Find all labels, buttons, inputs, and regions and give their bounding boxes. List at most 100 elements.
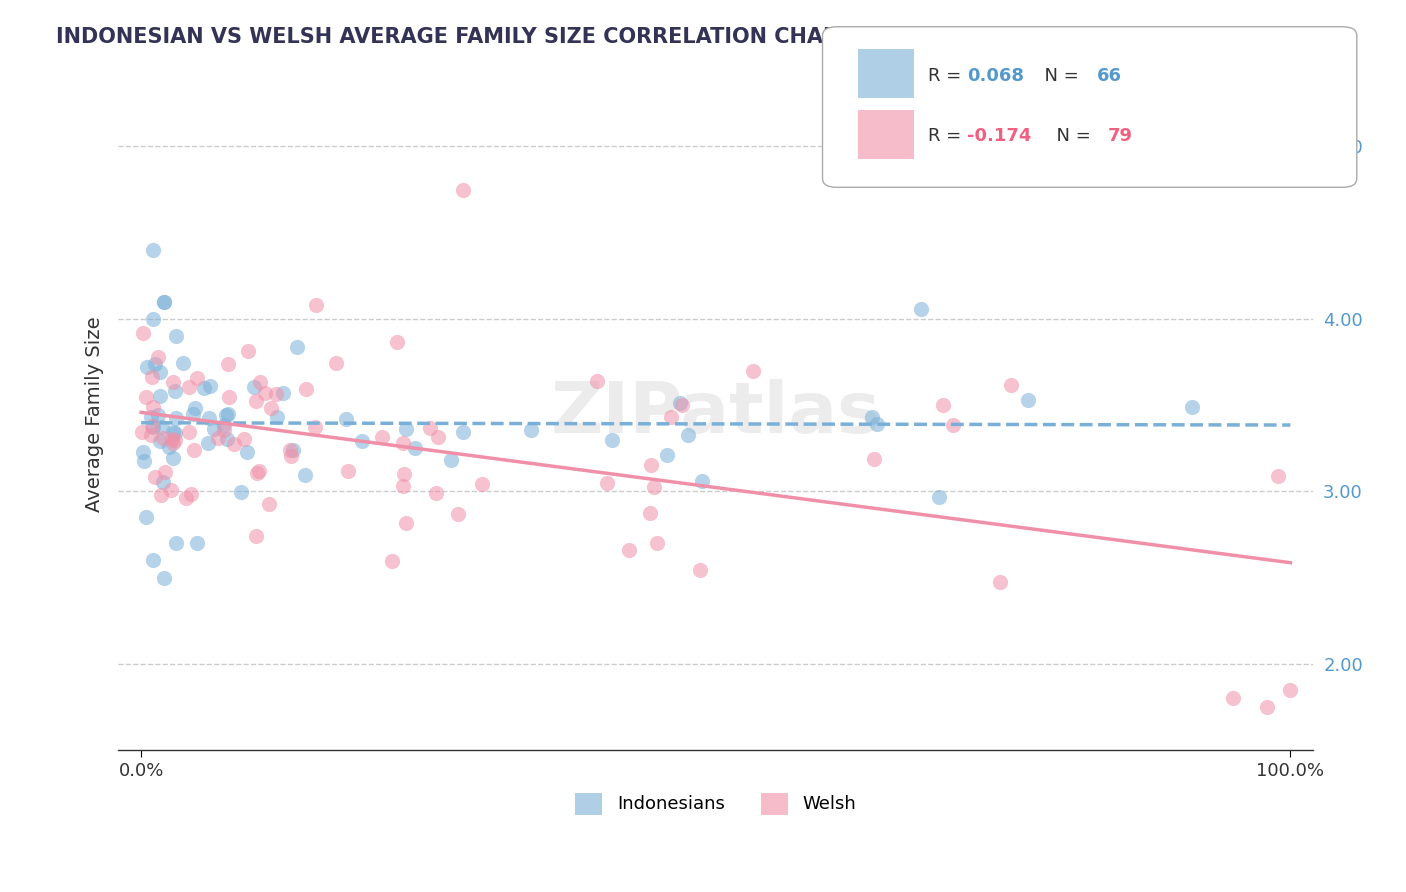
Point (643, 479, 665, 493)
Point (149, 434, 172, 448)
Point (197, 435, 219, 450)
Point (238, 344, 260, 359)
Point (932, 398, 955, 412)
Point (741, 364, 763, 378)
Point (447, 507, 470, 521)
Point (152, 475, 174, 490)
Point (218, 390, 240, 404)
Point (1222, 691, 1244, 706)
Point (149, 365, 172, 379)
Point (245, 529, 267, 543)
Point (172, 356, 194, 370)
Point (471, 477, 494, 491)
Point (142, 312, 165, 326)
Point (162, 425, 184, 439)
Point (143, 358, 166, 372)
Point (295, 382, 318, 396)
Point (162, 432, 184, 446)
Point (193, 381, 215, 395)
Point (392, 467, 415, 481)
Point (149, 388, 172, 402)
Point (1256, 700, 1278, 714)
Point (669, 395, 692, 409)
Point (304, 420, 326, 434)
Point (254, 386, 277, 401)
Point (136, 360, 159, 375)
Point (259, 498, 281, 512)
Point (602, 433, 624, 447)
Point (395, 422, 418, 436)
Text: ZIPatlas: ZIPatlas (551, 379, 882, 449)
Point (135, 390, 157, 404)
Point (165, 329, 187, 343)
Point (1267, 469, 1289, 483)
Point (860, 410, 883, 425)
Point (134, 454, 156, 468)
Point (229, 485, 252, 500)
Point (671, 398, 693, 412)
Text: N =: N = (1033, 67, 1085, 85)
Point (232, 433, 254, 447)
Point (425, 486, 447, 500)
Point (280, 449, 302, 463)
Point (131, 425, 153, 439)
Point (440, 452, 463, 467)
Point (159, 483, 181, 497)
Point (371, 430, 394, 444)
Point (350, 434, 373, 448)
Point (153, 294, 176, 309)
Point (224, 437, 246, 451)
Point (862, 451, 884, 466)
Point (179, 380, 201, 394)
Point (186, 371, 208, 385)
Point (419, 421, 441, 435)
Point (264, 387, 287, 401)
Point (217, 357, 239, 371)
Point (278, 442, 301, 457)
Point (249, 375, 271, 389)
Point (150, 487, 173, 501)
Point (661, 410, 683, 425)
Point (645, 536, 668, 550)
Point (391, 435, 413, 450)
Point (153, 294, 176, 309)
Point (596, 476, 619, 491)
Point (586, 374, 609, 388)
Point (174, 491, 197, 505)
Point (141, 428, 163, 442)
Point (325, 356, 347, 370)
Point (245, 466, 267, 480)
Point (152, 431, 174, 445)
Point (217, 432, 239, 446)
Point (143, 470, 166, 484)
Point (163, 426, 186, 441)
Point (150, 420, 173, 434)
Point (391, 478, 413, 492)
Point (451, 182, 474, 196)
Point (243, 379, 266, 393)
Point (381, 554, 404, 568)
Point (148, 409, 170, 423)
Point (162, 375, 184, 389)
Point (337, 464, 360, 478)
Point (135, 509, 157, 524)
Point (139, 409, 162, 424)
Point (657, 448, 679, 462)
Point (676, 427, 699, 442)
Point (202, 422, 225, 436)
Point (162, 451, 184, 466)
Point (181, 408, 204, 422)
Text: -0.174: -0.174 (967, 127, 1032, 145)
Point (163, 384, 186, 398)
Text: Source: ZipAtlas.com: Source: ZipAtlas.com (1187, 27, 1350, 42)
Point (247, 464, 270, 478)
Point (197, 411, 219, 425)
Point (157, 441, 180, 455)
Point (142, 553, 165, 567)
Text: R =: R = (928, 67, 967, 85)
Point (281, 442, 304, 457)
Point (640, 458, 662, 473)
Text: 0.068: 0.068 (967, 67, 1025, 85)
Point (335, 412, 357, 426)
Point (153, 571, 176, 585)
